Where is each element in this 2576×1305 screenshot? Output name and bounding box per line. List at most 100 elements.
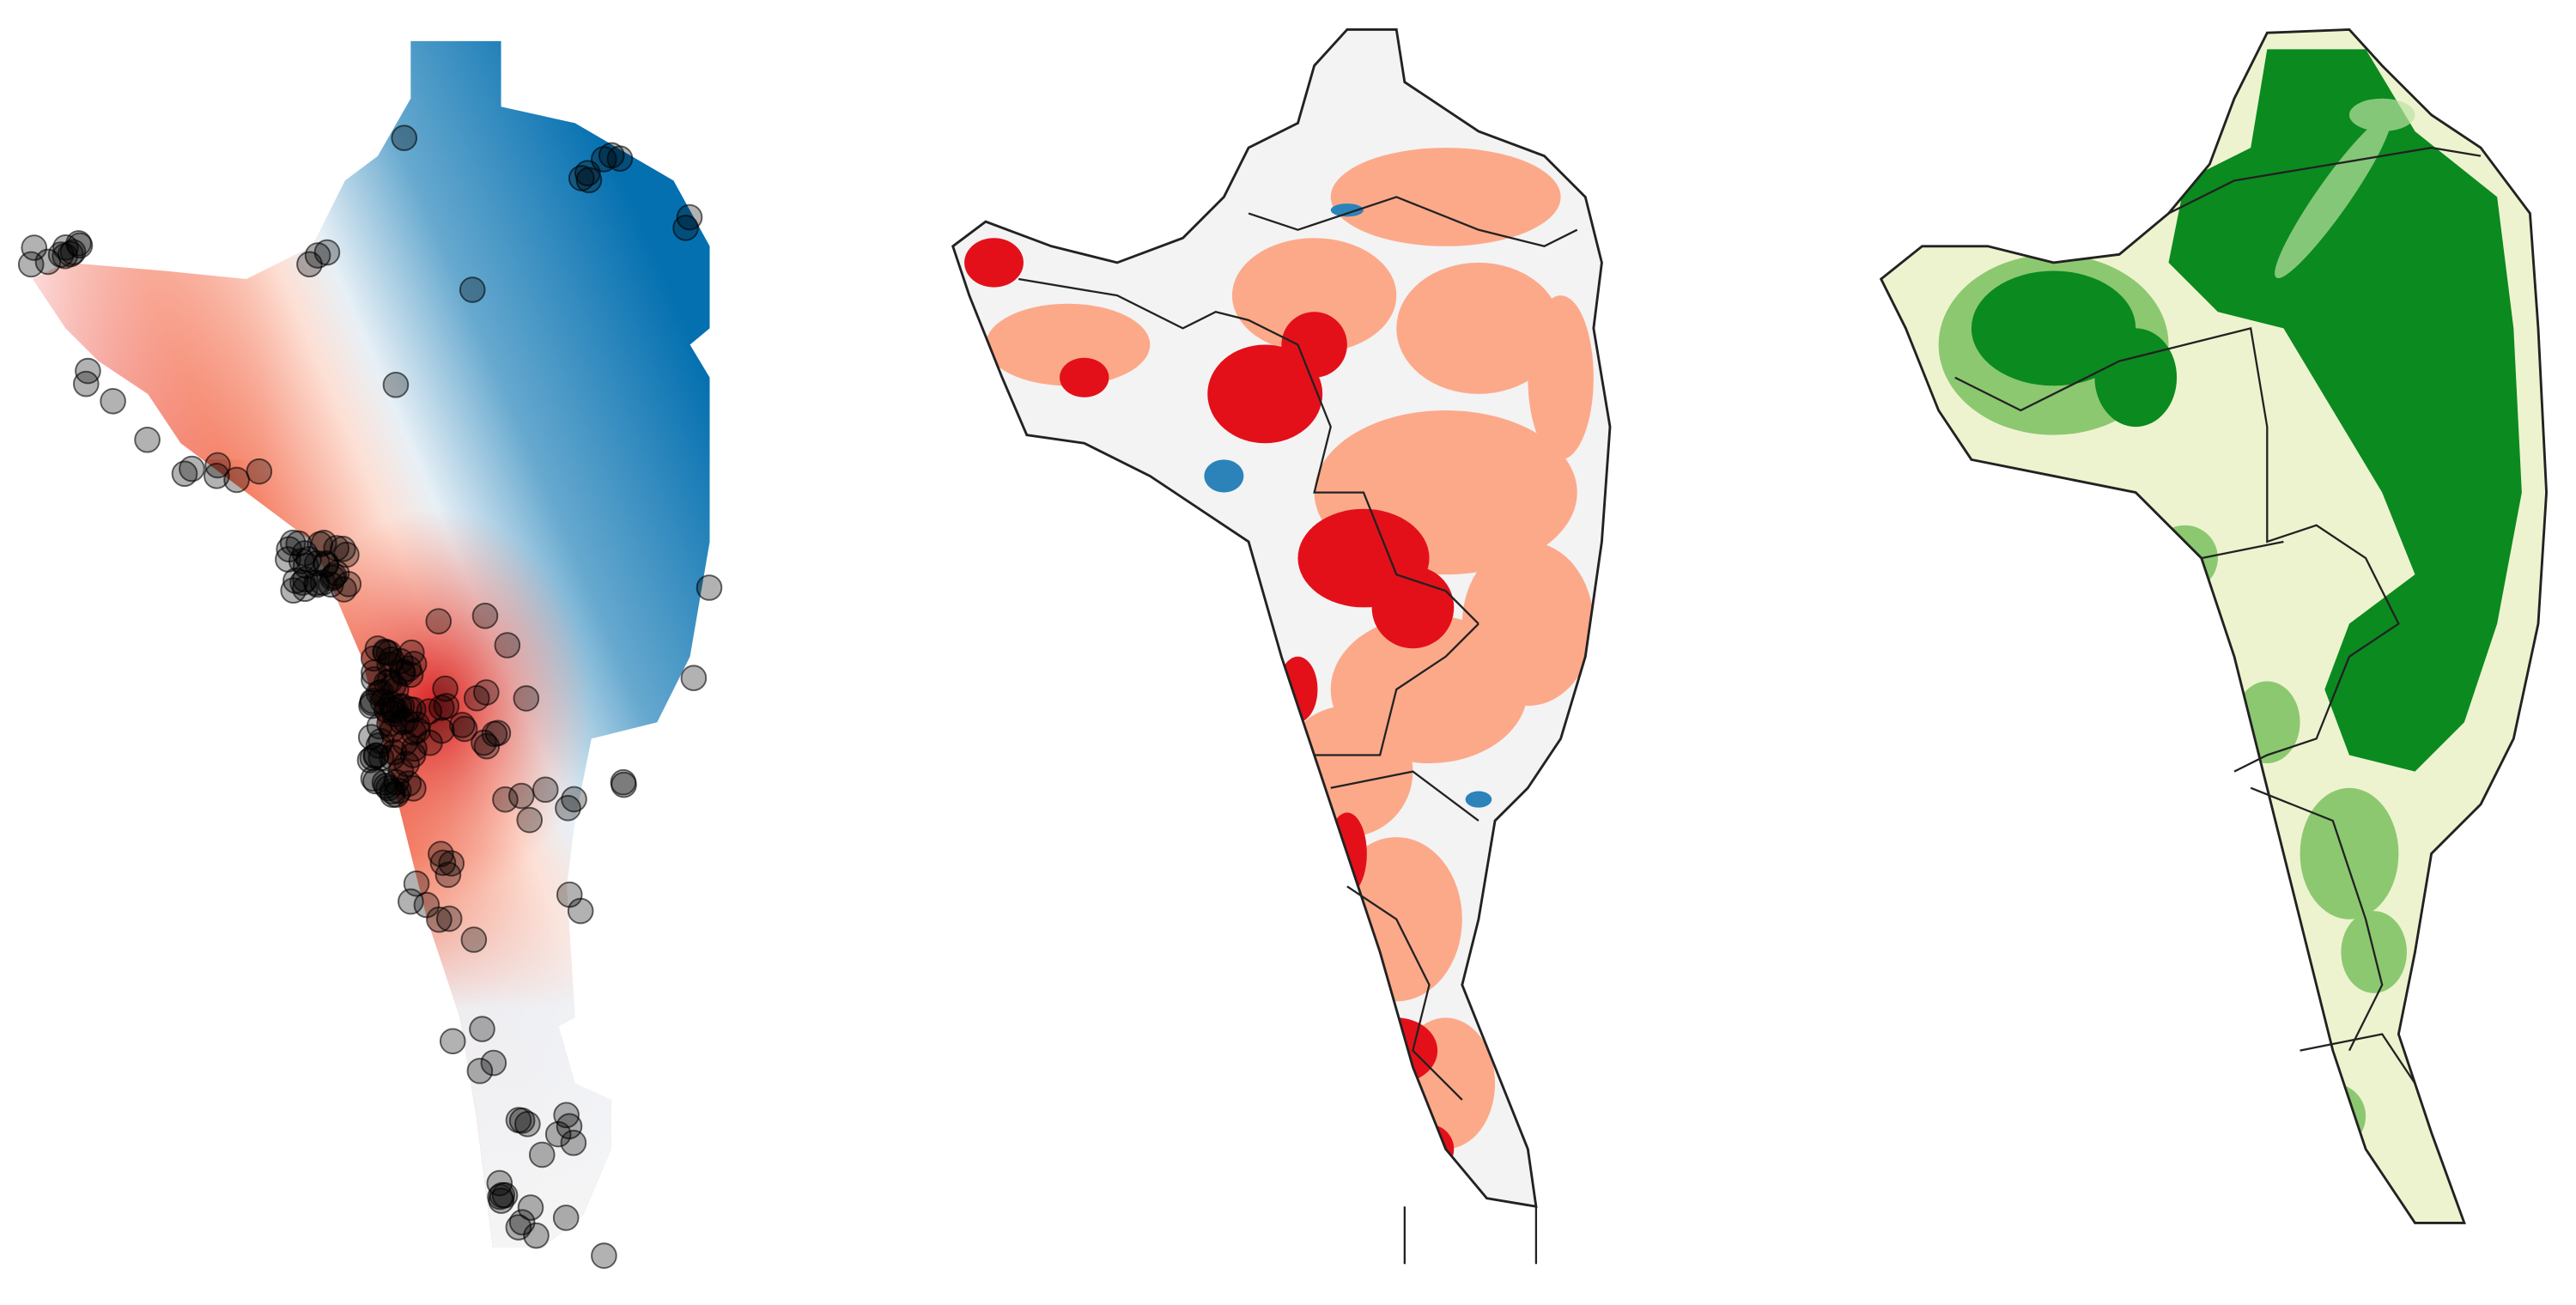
- sample-point: [480, 1049, 507, 1077]
- vegetation-raster: [1880, 29, 2547, 1223]
- sample-point: [361, 666, 387, 693]
- sample-point: [508, 1209, 536, 1235]
- sample-point: [471, 603, 499, 629]
- sample-point: [307, 531, 333, 558]
- sample-point: [426, 906, 453, 933]
- sample-point: [696, 574, 723, 601]
- sample-point: [484, 719, 512, 747]
- sample-point: [680, 665, 708, 692]
- sample-point: [532, 776, 559, 804]
- district-boundaries: [1954, 146, 2482, 1084]
- sample-point: [672, 215, 699, 241]
- sample-point: [676, 203, 703, 231]
- sample-point: [403, 870, 430, 897]
- sample-point: [416, 698, 443, 725]
- sample-point: [469, 1016, 495, 1042]
- sample-point: [100, 387, 126, 415]
- sample-point: [368, 727, 394, 755]
- sample-point: [396, 695, 422, 723]
- change-raster: [952, 29, 1610, 1207]
- sample-point: [171, 460, 198, 488]
- sample-point: [391, 124, 418, 151]
- sample-point: [611, 771, 637, 798]
- sample-point: [516, 806, 544, 834]
- sample-point: [439, 1028, 466, 1055]
- sample-point: [358, 692, 385, 719]
- sample-point: [473, 732, 501, 760]
- sample-point: [375, 640, 403, 667]
- sample-point: [375, 774, 402, 802]
- sample-point: [21, 234, 48, 261]
- sample-point: [398, 639, 425, 666]
- sample-point: [560, 1129, 587, 1156]
- sample-point: [466, 1058, 494, 1084]
- district-boundaries: [1018, 196, 1578, 1265]
- sample-point: [382, 371, 410, 398]
- sample-point: [179, 455, 205, 483]
- sample-point: [428, 841, 454, 867]
- decrease-class: [1204, 203, 1492, 808]
- sample-point: [279, 529, 307, 556]
- sample-point: [362, 742, 390, 769]
- sample-point: [473, 679, 500, 706]
- vegetation-dense: [1971, 49, 2522, 772]
- sample-point: [204, 452, 231, 479]
- sample-point: [459, 276, 486, 303]
- sample-point: [433, 693, 460, 719]
- sample-point: [438, 850, 465, 877]
- sample-point: [488, 1187, 515, 1214]
- sample-point: [379, 717, 405, 744]
- panel-change: [951, 27, 1612, 1265]
- sample-point: [508, 1107, 536, 1134]
- sample-point: [591, 1242, 617, 1269]
- sample-point: [72, 370, 100, 398]
- sample-point: [246, 458, 273, 485]
- sample-point: [330, 535, 356, 562]
- sample-point: [449, 712, 476, 738]
- surface-fade: [33, 246, 264, 460]
- region-outline: [951, 27, 1612, 1209]
- surface-fade: [33, 853, 710, 1248]
- sample-point: [318, 571, 344, 598]
- sample-point: [204, 463, 230, 489]
- sample-point: [544, 1120, 572, 1148]
- sample-point: [552, 1205, 580, 1231]
- sample-point: [451, 715, 478, 743]
- sample-points: [17, 124, 723, 1269]
- sample-point: [17, 251, 45, 278]
- sample-point: [309, 569, 337, 596]
- sample-point: [435, 905, 463, 932]
- sample-point: [304, 242, 331, 269]
- sample-point: [223, 466, 250, 494]
- sample-point: [492, 786, 519, 813]
- sample-point: [590, 146, 617, 173]
- sample-point: [58, 240, 84, 268]
- sample-point: [289, 569, 316, 596]
- sample-point: [416, 729, 443, 756]
- vegetation-light: [2275, 98, 2415, 279]
- sample-point: [429, 849, 457, 877]
- sample-point: [553, 1102, 580, 1129]
- sample-point: [513, 685, 540, 712]
- sample-point: [494, 632, 521, 659]
- sample-point: [292, 552, 319, 580]
- sample-point: [425, 608, 453, 634]
- moderate-class: [985, 148, 1594, 1150]
- sample-point: [400, 650, 428, 677]
- sample-point: [528, 1141, 556, 1168]
- sample-point: [555, 794, 581, 822]
- panel-surface: [17, 40, 723, 1269]
- sample-point: [385, 777, 412, 804]
- sample-point: [517, 1194, 544, 1221]
- sample-point: [460, 926, 488, 953]
- sample-point: [471, 729, 497, 756]
- sample-point: [505, 1214, 532, 1241]
- sample-point: [568, 165, 595, 191]
- sample-point: [507, 782, 535, 810]
- region-outline: [1879, 27, 2548, 1224]
- panel-vegetation: [1879, 27, 2548, 1224]
- sample-point: [567, 897, 594, 925]
- sample-point: [134, 426, 161, 453]
